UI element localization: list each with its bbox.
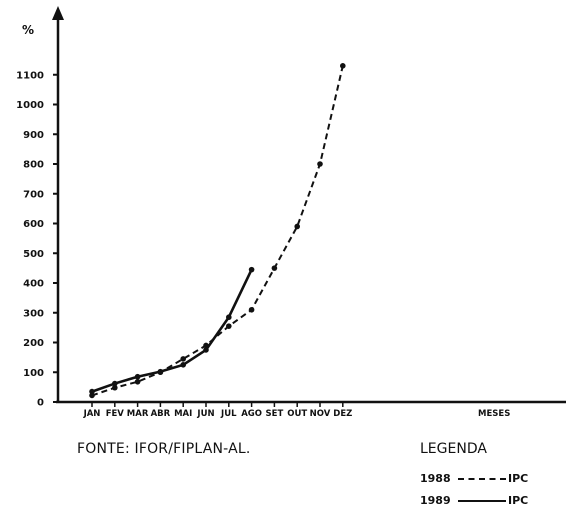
legend-label: IPC xyxy=(508,472,529,485)
x-tick-label: JUL xyxy=(220,409,237,419)
legend-title: LEGENDA xyxy=(420,441,487,457)
data-point-1988 xyxy=(294,223,301,230)
source-note: FONTE: IFOR/FIPLAN-AL. xyxy=(77,441,251,457)
x-tick-label: SET xyxy=(266,409,284,419)
data-point-1989 xyxy=(248,266,255,273)
data-point-1989 xyxy=(226,314,232,321)
data-point-1988 xyxy=(226,323,232,329)
y-axis-arrow xyxy=(52,6,64,20)
data-point-1989 xyxy=(134,373,141,380)
x-tick-label: FEV xyxy=(106,409,125,419)
data-point-1988 xyxy=(248,306,255,313)
y-tick-label: 200 xyxy=(23,338,44,349)
legend-item-1989: 1989 IPC xyxy=(420,494,528,507)
series-lines xyxy=(89,63,346,399)
data-point-1989 xyxy=(89,388,95,395)
legend-label: IPC xyxy=(508,494,529,507)
y-tick-label: 900 xyxy=(23,130,44,141)
legend-item-1988: 1988 IPC xyxy=(420,472,528,485)
y-tick-label: 800 xyxy=(23,160,44,171)
y-tick-label: 400 xyxy=(23,279,44,290)
x-tick-label: MAI xyxy=(174,409,192,419)
x-tick-label: ABR xyxy=(151,409,171,419)
series-line-1988 xyxy=(91,65,344,397)
y-ticks: 0 100 200 300 400 500 600 700 800 900 1000 1100 xyxy=(16,70,58,409)
legend-year: 1988 xyxy=(420,472,451,485)
x-tick-label: JUN xyxy=(196,409,214,419)
data-point-1988 xyxy=(317,161,323,167)
data-point-1988 xyxy=(340,63,346,69)
x-tick-label: DEZ xyxy=(333,409,352,419)
x-tick-label: MAR xyxy=(127,409,149,419)
x-tick-label: OUT xyxy=(287,409,307,419)
data-point-1988 xyxy=(271,265,278,271)
data-point-1989 xyxy=(157,368,164,375)
x-axis-title: MESES xyxy=(478,409,510,419)
y-tick-label: 300 xyxy=(23,308,44,319)
y-axis-title: % xyxy=(22,23,34,37)
data-point-1989 xyxy=(203,347,209,353)
legend-dashed-line xyxy=(458,477,506,480)
data-point-1989 xyxy=(112,380,118,387)
x-tick-label: JAN xyxy=(83,409,101,419)
data-point-1988 xyxy=(180,356,186,362)
data-point-1988 xyxy=(89,392,95,399)
x-tick-label: NOV xyxy=(310,409,331,419)
legend-year: 1989 xyxy=(420,494,451,507)
legend-solid-line xyxy=(458,499,506,502)
y-tick-label: 500 xyxy=(23,249,44,260)
x-ticks: JAN FEV MAR ABR MAI JUN JUL AGO SET OUT NOV DEZ xyxy=(83,402,352,419)
x-tick-label: AGO xyxy=(241,409,262,419)
series-line-1989 xyxy=(91,269,253,393)
y-tick-label: 0 xyxy=(37,398,44,409)
y-tick-label: 600 xyxy=(23,219,44,230)
y-tick-label: 1000 xyxy=(16,100,44,111)
data-point-1988 xyxy=(112,384,118,391)
y-tick-label: 100 xyxy=(23,368,44,379)
y-tick-label: 700 xyxy=(23,189,44,200)
data-point-1989 xyxy=(180,362,186,368)
y-tick-label: 1100 xyxy=(16,70,44,81)
data-point-1988 xyxy=(134,378,141,385)
